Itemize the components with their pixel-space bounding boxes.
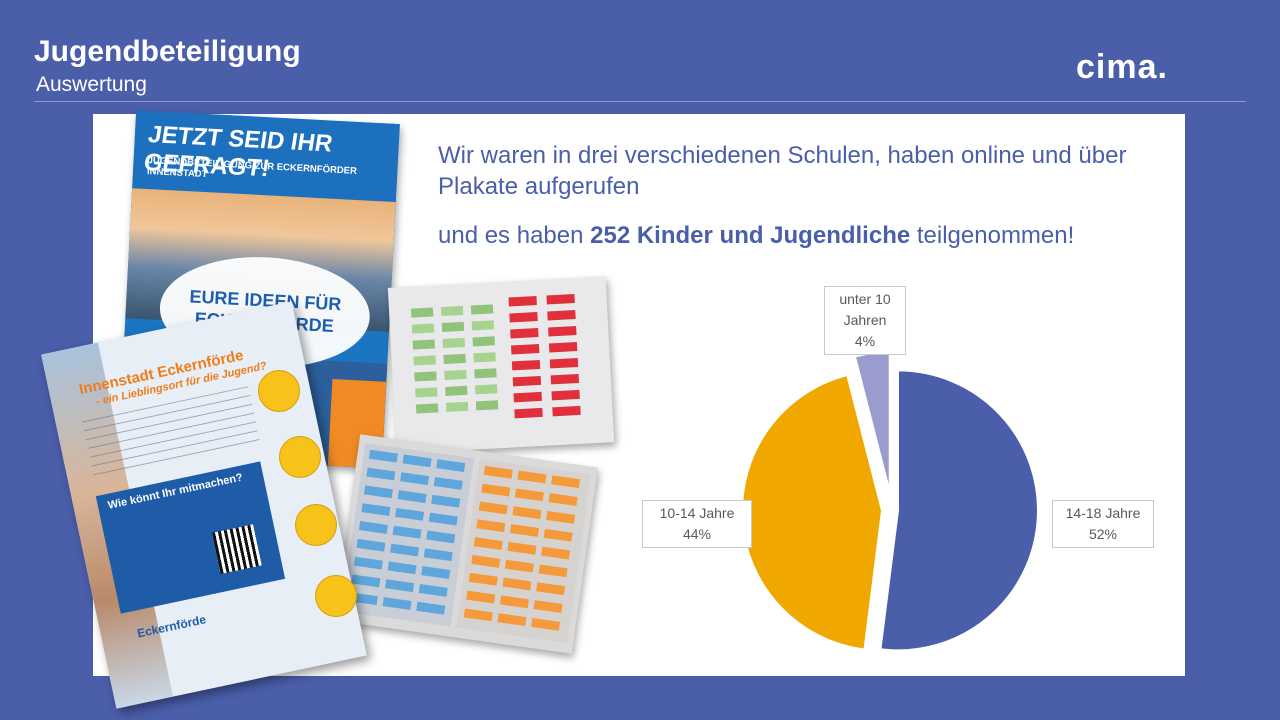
page-subtitle: Auswertung (36, 73, 147, 96)
cima-logo: cima. (1076, 48, 1168, 86)
sticky-note (472, 336, 495, 347)
photo-sticky-notes-green-red (387, 276, 615, 454)
surprised-emoji-icon (295, 504, 337, 546)
sticky-note (411, 323, 435, 334)
sticky-note (512, 375, 542, 387)
sticky-note (475, 384, 498, 395)
page-title: Jugendbeteiligung (34, 35, 301, 68)
smiling-emoji-icon (315, 575, 357, 617)
data-label-10-14-jahre: 10-14 Jahre 44% (642, 500, 752, 548)
sticky-note (415, 387, 438, 398)
sticky-note (413, 355, 436, 366)
participant-count: 252 Kinder und Jugendliche (590, 222, 911, 249)
sticky-note (508, 296, 537, 307)
sticky-note (444, 369, 467, 380)
sticky-note (509, 312, 538, 323)
pie-slice-10-14-jahre (741, 373, 884, 651)
data-label-category: unter 10 Jahren (839, 291, 891, 328)
data-label-category: 10-14 Jahre (659, 505, 735, 521)
sticky-note (511, 359, 541, 371)
sticky-note (548, 326, 577, 337)
sticky-note (443, 353, 466, 364)
sticky-note (547, 310, 576, 321)
data-label-value: 4% (854, 333, 876, 349)
header-divider (34, 101, 1246, 102)
intro-text-line1: Wir waren in drei verschiedenen Schulen,… (438, 142, 1127, 200)
photo-sticky-notes-blue-orange (334, 434, 598, 654)
sticky-note (442, 337, 466, 349)
age-distribution-pie-chart: 14-18 Jahre 52% 10-14 Jahre 44% unter 10 Jah… (640, 280, 1180, 670)
qr-code-icon (211, 524, 262, 575)
sticky-note (475, 400, 499, 411)
sticky-note (551, 389, 580, 401)
thinking-emoji-icon (279, 436, 321, 478)
sticky-note (549, 357, 579, 369)
heart-eyes-emoji-icon (258, 370, 300, 412)
sticky-note (510, 328, 539, 339)
data-label-category: 14-18 Jahre (1065, 505, 1141, 521)
sticky-note (471, 320, 495, 331)
sticky-note (445, 401, 469, 412)
sticky-note (474, 368, 497, 379)
sticky-note (514, 407, 543, 419)
sticky-note (510, 343, 540, 355)
data-label-value: 52% (1088, 526, 1118, 542)
pie-slice-14-18-jahre (879, 369, 1039, 652)
sticky-note (546, 294, 575, 305)
sticky-note (473, 352, 496, 363)
sticky-note (415, 403, 439, 414)
data-label-14-18-jahre: 14-18 Jahre 52% (1052, 500, 1154, 548)
sticky-note (410, 307, 434, 318)
sticky-note (550, 373, 580, 385)
sticky-note (440, 305, 464, 317)
data-label-unter-10-jahren: unter 10 Jahren 4% (824, 286, 906, 355)
intro-text-line2: und es haben 252 Kinder und Jugendliche … (438, 222, 1075, 249)
pie-svg (741, 351, 1039, 652)
sticky-note (548, 341, 578, 353)
sticky-note (513, 391, 542, 403)
sticky-note (470, 304, 494, 315)
sticky-note (441, 321, 465, 333)
sticky-note (412, 339, 436, 350)
sticky-note (552, 405, 581, 417)
sticky-note (445, 385, 468, 396)
sticky-note (414, 371, 437, 382)
data-label-value: 44% (682, 526, 712, 542)
